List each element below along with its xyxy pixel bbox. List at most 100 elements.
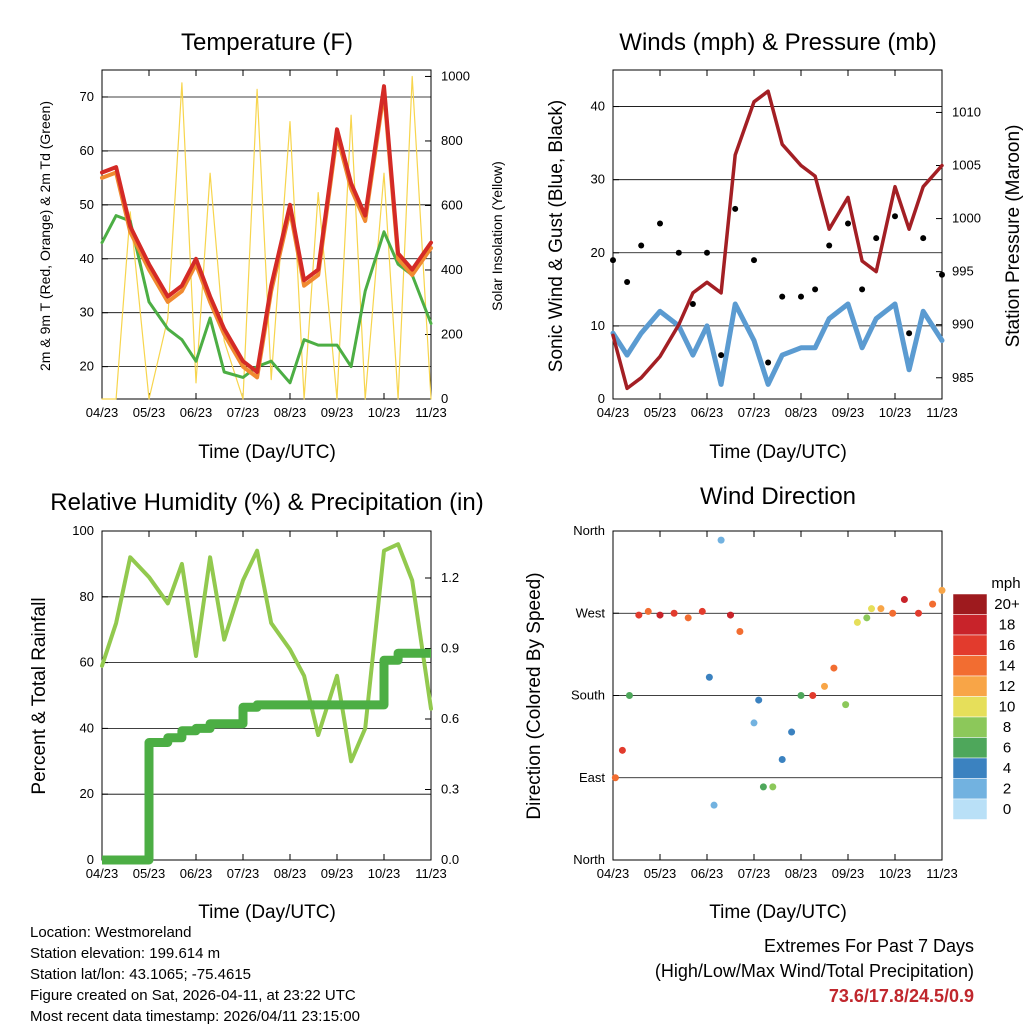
- winds-title: Winds (mph) & Pressure (mb): [619, 29, 936, 56]
- dir-ytick-label: North: [573, 852, 605, 867]
- temp-ytick-label: 30: [80, 305, 94, 320]
- extremes-box: Extremes For Past 7 Days (High/Low/Max W…: [655, 934, 974, 1009]
- gust-point: [826, 242, 833, 249]
- legend-swatch: [952, 778, 988, 800]
- gust-point: [920, 235, 927, 242]
- dir-xtick-label: 06/23: [691, 866, 724, 881]
- legend-label: 6: [1003, 740, 1011, 757]
- temperature-ylabel-left: 2m & 9m T (Red, Orange) & 2m Td (Green): [37, 101, 53, 371]
- legend-swatch: [952, 655, 988, 677]
- gust-point: [939, 271, 945, 278]
- rh-ytick-label: 100: [72, 523, 94, 538]
- temp-ytick-label-right: 0: [441, 391, 448, 406]
- direction-point: [635, 611, 643, 619]
- legend-swatch: [952, 675, 988, 697]
- temp-xtick-label: 08/23: [274, 405, 307, 420]
- rh-xtick-label: 09/23: [321, 866, 354, 881]
- dir-xtick-label: 08/23: [785, 866, 818, 881]
- wind-xtick-label: 11/23: [926, 405, 958, 420]
- winds-panel: Winds (mph) & Pressure (mb) Time (Day/UT…: [546, 29, 1024, 463]
- legend-label: 4: [1003, 760, 1011, 777]
- info-latlon: Station lat/lon: 43.1065; -75.4615: [30, 966, 252, 983]
- gust-point: [906, 330, 913, 337]
- wind-xtick-label: 05/23: [644, 405, 677, 420]
- direction-point: [769, 783, 777, 791]
- direction-point: [750, 719, 758, 727]
- direction-point: [710, 801, 718, 809]
- temp-ytick-label: 70: [80, 89, 94, 104]
- temp-ytick-label-right: 600: [441, 197, 463, 212]
- temp-xtick-label: 05/23: [133, 405, 166, 420]
- temp-xtick-label: 04/23: [86, 405, 119, 420]
- total-precipitation-line: [102, 648, 431, 865]
- rh-ytick-label-right: 1.2: [441, 570, 459, 585]
- legend-label: 12: [999, 678, 1016, 695]
- info-location: Location: Westmoreland: [30, 924, 192, 941]
- rh-ytick-label: 60: [80, 655, 94, 670]
- legend-swatch: [952, 716, 988, 738]
- temp-ytick-label: 20: [80, 359, 94, 374]
- dir-ytick-label: South: [571, 688, 605, 703]
- legend-label: 8: [1003, 719, 1011, 736]
- gust-point: [675, 249, 682, 256]
- temperature-plot-frame: [101, 69, 432, 400]
- legend-label: 20+: [994, 596, 1020, 613]
- temp-ytick-label-right: 400: [441, 262, 463, 277]
- temp-xtick-label: 11/23: [415, 405, 447, 420]
- dir-xtick-label: 07/23: [738, 866, 771, 881]
- direction-title: Wind Direction: [700, 483, 856, 510]
- rh-ytick-label: 40: [80, 720, 94, 735]
- wind-xtick-label: 09/23: [832, 405, 865, 420]
- rh-ytick-label-right: 0.6: [441, 711, 459, 726]
- direction-point: [929, 600, 937, 608]
- rh-xtick-label: 08/23: [274, 866, 307, 881]
- legend-swatch: [952, 757, 988, 779]
- rh-xtick-label: 05/23: [133, 866, 166, 881]
- gust-point: [765, 359, 772, 366]
- rh-xtick-label: 06/23: [180, 866, 213, 881]
- temp-ytick-label: 50: [80, 197, 94, 212]
- rh-ytick-label: 80: [80, 589, 94, 604]
- legend-label: 0: [1003, 801, 1011, 818]
- relative-humidity-line: [100, 542, 433, 764]
- temp-ytick-label: 40: [80, 251, 94, 266]
- rh-ytick-label-right: 0.3: [441, 782, 459, 797]
- humidity-title: Relative Humidity (%) & Precipitation (i…: [50, 489, 483, 516]
- legend-label: 2: [1003, 781, 1011, 798]
- gust-point: [751, 257, 757, 264]
- direction-point: [853, 618, 861, 626]
- temp-ytick-label: 60: [80, 143, 94, 158]
- direction-point: [644, 607, 652, 615]
- direction-point: [670, 609, 678, 617]
- dir-xtick-label: 05/23: [644, 866, 677, 881]
- direction-point: [698, 607, 706, 615]
- wind-ytick-label: 10: [591, 318, 605, 333]
- wind-ytick-label-right: 1005: [952, 158, 981, 173]
- direction-point: [656, 611, 664, 619]
- gust-point: [859, 286, 866, 293]
- wind-xtick-label: 04/23: [597, 405, 630, 420]
- legend-label: 10: [999, 699, 1016, 716]
- direction-point: [889, 609, 897, 617]
- legend-swatch: [952, 593, 988, 615]
- gust-point: [779, 293, 786, 300]
- station-pressure-line: [611, 89, 944, 391]
- gust-point: [798, 293, 804, 300]
- direction-point: [625, 692, 633, 699]
- direction-point: [809, 692, 817, 699]
- direction-point: [727, 611, 734, 619]
- info-elevation: Station elevation: 199.614 m: [30, 945, 221, 962]
- rh-xtick-label: 11/23: [415, 866, 447, 881]
- direction-point: [705, 673, 713, 681]
- station-info: Location: Westmoreland Station elevation…: [30, 922, 360, 1027]
- direction-point: [842, 701, 850, 709]
- wind-ytick-label-right: 1010: [952, 104, 981, 119]
- legend-label: 16: [999, 637, 1016, 654]
- rh-ytick-label-right: 0.9: [441, 641, 459, 656]
- gust-point: [812, 286, 819, 293]
- direction-point: [759, 783, 767, 791]
- temp-xtick-label: 10/23: [368, 405, 401, 420]
- sonic-wind-line: [610, 301, 945, 387]
